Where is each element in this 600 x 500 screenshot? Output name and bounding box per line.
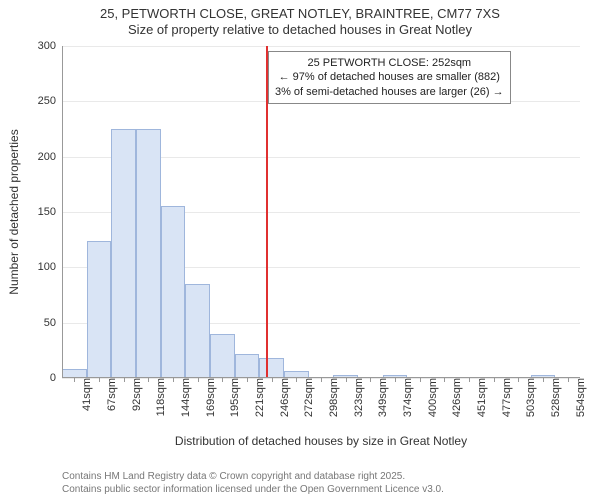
histogram-bar xyxy=(111,129,136,378)
x-tick-mark xyxy=(543,378,544,382)
chart-container: 25, PETWORTH CLOSE, GREAT NOTLEY, BRAINT… xyxy=(0,0,600,500)
x-tick-label: 169sqm xyxy=(201,378,217,417)
plot-area: 05010015020025030041sqm67sqm92sqm118sqm1… xyxy=(62,46,580,378)
footnote-line1: Contains HM Land Registry data © Crown c… xyxy=(62,470,444,483)
x-tick-label: 554sqm xyxy=(571,378,587,417)
histogram-bar xyxy=(210,334,235,378)
x-tick-label: 272sqm xyxy=(299,378,315,417)
x-tick-mark xyxy=(296,378,297,382)
x-tick-label: 246sqm xyxy=(275,378,291,417)
y-axis-title: Number of detached properties xyxy=(7,129,21,294)
y-axis-line xyxy=(62,46,63,378)
x-tick-mark xyxy=(321,378,322,382)
x-tick-mark xyxy=(74,378,75,382)
x-tick-mark xyxy=(370,378,371,382)
x-tick-label: 221sqm xyxy=(250,378,266,417)
x-tick-label: 349sqm xyxy=(373,378,389,417)
gridline xyxy=(62,46,580,47)
x-tick-mark xyxy=(518,378,519,382)
callout-line: ← 97% of detached houses are smaller (88… xyxy=(275,70,504,84)
y-tick-label: 200 xyxy=(38,151,62,163)
x-tick-mark xyxy=(568,378,569,382)
x-tick-label: 195sqm xyxy=(225,378,241,417)
x-tick-mark xyxy=(469,378,470,382)
x-tick-label: 67sqm xyxy=(102,378,118,411)
chart-title-line2: Size of property relative to detached ho… xyxy=(0,22,600,38)
x-tick-mark xyxy=(346,378,347,382)
y-tick-label: 50 xyxy=(44,317,62,329)
x-tick-label: 92sqm xyxy=(127,378,143,411)
x-tick-label: 426sqm xyxy=(447,378,463,417)
x-tick-label: 323sqm xyxy=(349,378,365,417)
callout-line: 25 PETWORTH CLOSE: 252sqm xyxy=(275,56,504,70)
y-tick-label: 100 xyxy=(38,261,62,273)
x-tick-mark xyxy=(395,378,396,382)
x-axis-line xyxy=(62,377,580,378)
chart-title-line1: 25, PETWORTH CLOSE, GREAT NOTLEY, BRAINT… xyxy=(0,6,600,22)
x-tick-mark xyxy=(494,378,495,382)
histogram-bar xyxy=(259,358,284,378)
x-tick-label: 298sqm xyxy=(324,378,340,417)
x-tick-label: 118sqm xyxy=(151,378,167,416)
footnote-line2: Contains public sector information licen… xyxy=(62,483,444,496)
histogram-bar xyxy=(136,129,161,378)
x-tick-label: 374sqm xyxy=(398,378,414,417)
histogram-bar xyxy=(161,206,186,378)
x-tick-label: 400sqm xyxy=(423,378,439,417)
y-tick-label: 0 xyxy=(50,372,62,384)
x-tick-mark xyxy=(99,378,100,382)
x-tick-label: 144sqm xyxy=(176,378,192,417)
x-tick-mark xyxy=(148,378,149,382)
x-tick-mark xyxy=(247,378,248,382)
x-tick-label: 41sqm xyxy=(77,378,93,411)
x-tick-label: 503sqm xyxy=(521,378,537,417)
histogram-bar xyxy=(87,241,112,378)
footnote: Contains HM Land Registry data © Crown c… xyxy=(62,470,444,496)
x-tick-mark xyxy=(444,378,445,382)
histogram-bar xyxy=(185,284,210,378)
x-tick-label: 528sqm xyxy=(546,378,562,417)
y-tick-label: 250 xyxy=(38,95,62,107)
y-tick-label: 300 xyxy=(38,40,62,52)
x-tick-mark xyxy=(124,378,125,382)
x-tick-mark xyxy=(173,378,174,382)
callout-box: 25 PETWORTH CLOSE: 252sqm← 97% of detach… xyxy=(268,51,511,104)
chart-title-block: 25, PETWORTH CLOSE, GREAT NOTLEY, BRAINT… xyxy=(0,0,600,39)
x-tick-mark xyxy=(222,378,223,382)
x-tick-label: 451sqm xyxy=(472,378,488,417)
x-tick-mark xyxy=(272,378,273,382)
x-tick-mark xyxy=(198,378,199,382)
x-tick-mark xyxy=(420,378,421,382)
x-tick-label: 477sqm xyxy=(497,378,513,417)
callout-line: 3% of semi-detached houses are larger (2… xyxy=(275,85,504,99)
y-tick-label: 150 xyxy=(38,206,62,218)
histogram-bar xyxy=(235,354,260,378)
x-axis-title: Distribution of detached houses by size … xyxy=(175,434,467,448)
